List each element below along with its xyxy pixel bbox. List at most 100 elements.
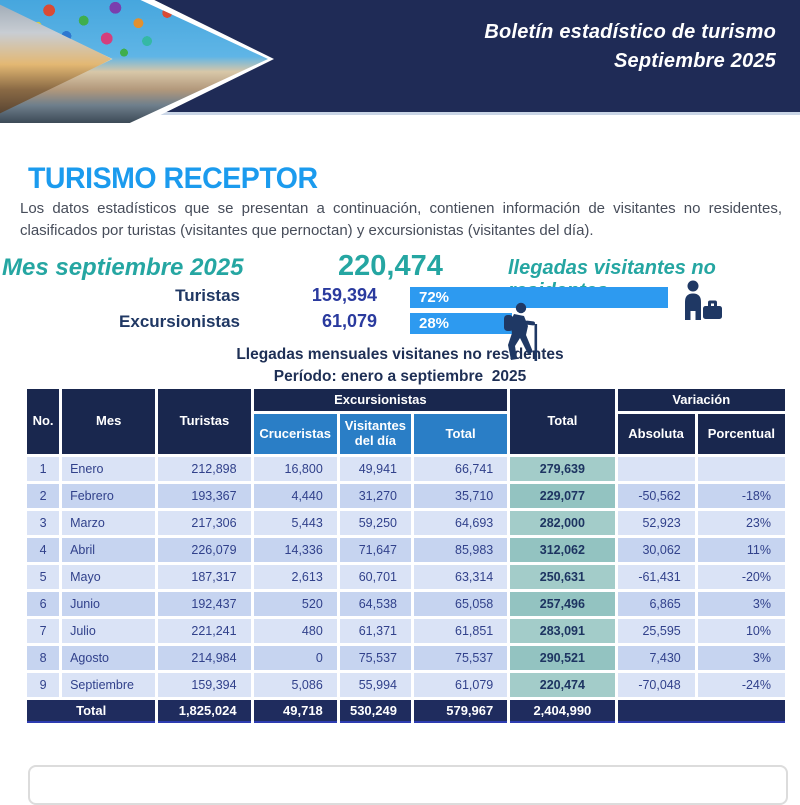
cell-absoluta: 52,923 bbox=[617, 511, 695, 535]
col-header-turistas: Turistas bbox=[158, 389, 251, 454]
cell-turistas: 221,241 bbox=[158, 619, 251, 643]
cell-visitantes-dia: 60,701 bbox=[339, 565, 411, 589]
cell-porcentual: -24% bbox=[697, 673, 785, 697]
intro-paragraph: Los datos estadísticos que se presentan … bbox=[20, 200, 782, 240]
cell-absoluta: 25,595 bbox=[617, 619, 695, 643]
table-row: 9 Septiembre 159,394 5,086 55,994 61,079… bbox=[27, 673, 785, 697]
cell-visitantes-dia: 49,941 bbox=[339, 457, 411, 481]
cell-cruceristas: 2,613 bbox=[253, 565, 337, 589]
cell-no: 7 bbox=[27, 619, 60, 643]
table-subtitle: Período: enero a septiembre 2025 bbox=[273, 368, 527, 385]
cell-absoluta: -61,431 bbox=[617, 565, 695, 589]
table-row: 6 Junio 192,437 520 64,538 65,058 257,49… bbox=[27, 592, 785, 616]
summary-stats: Mes septiembre 2025 220,474 llegadas vis… bbox=[0, 250, 800, 361]
cell-cruceristas: 520 bbox=[253, 592, 337, 616]
cell-turistas: 214,984 bbox=[158, 646, 251, 670]
cell-visitantes-dia: 55,994 bbox=[339, 673, 411, 697]
turistas-percentage-bar: 72% bbox=[410, 287, 668, 308]
cell-no: 6 bbox=[27, 592, 60, 616]
next-section-box bbox=[28, 765, 788, 805]
cell-cruceristas: 0 bbox=[253, 646, 337, 670]
cell-porcentual: -18% bbox=[697, 484, 785, 508]
col-header-cruceristas: Cruceristas bbox=[253, 414, 337, 454]
bulletin-title-line1: Boletín estadístico de turismo bbox=[484, 21, 776, 43]
cell-no: 3 bbox=[27, 511, 60, 535]
cell-total-exc: 66,741 bbox=[413, 457, 508, 481]
turistas-label: Turistas bbox=[175, 286, 240, 305]
cell-visitantes-dia: 61,371 bbox=[339, 619, 411, 643]
cell-no: 8 bbox=[27, 646, 60, 670]
total-total-exc: 579,967 bbox=[413, 700, 508, 723]
total-cruceristas: 49,718 bbox=[253, 700, 337, 723]
cell-mes: Junio bbox=[62, 592, 156, 616]
cell-total: 257,496 bbox=[510, 592, 615, 616]
cell-total-exc: 35,710 bbox=[413, 484, 508, 508]
cell-turistas: 217,306 bbox=[158, 511, 251, 535]
cell-no: 5 bbox=[27, 565, 60, 589]
cell-mes: Abril bbox=[62, 538, 156, 562]
col-header-mes: Mes bbox=[62, 389, 156, 454]
cell-absoluta: 30,062 bbox=[617, 538, 695, 562]
page-title: TURISMO RECEPTOR bbox=[28, 162, 318, 195]
cell-absoluta: -50,562 bbox=[617, 484, 695, 508]
cell-mes: Febrero bbox=[62, 484, 156, 508]
cell-mes: Septiembre bbox=[62, 673, 156, 697]
bulletin-title: Boletín estadístico de turismo Septiembr… bbox=[484, 18, 776, 76]
col-header-total-excursionistas: Total bbox=[413, 414, 508, 454]
total-row-label: Total bbox=[27, 700, 156, 723]
total-turistas: 1,825,024 bbox=[158, 700, 251, 723]
table-row: 1 Enero 212,898 16,800 49,941 66,741 279… bbox=[27, 457, 785, 481]
header-band: Boletín estadístico de turismo Septiembr… bbox=[0, 0, 800, 130]
table-row: 8 Agosto 214,984 0 75,537 75,537 290,521… bbox=[27, 646, 785, 670]
col-header-visitantes-dia: Visitantes del día bbox=[339, 414, 411, 454]
table-title: Llegadas mensuales visitanes no resident… bbox=[236, 346, 564, 363]
cell-turistas: 192,437 bbox=[158, 592, 251, 616]
cell-total: 312,062 bbox=[510, 538, 615, 562]
cell-cruceristas: 480 bbox=[253, 619, 337, 643]
cell-total: 250,631 bbox=[510, 565, 615, 589]
table-row: 5 Mayo 187,317 2,613 60,701 63,314 250,6… bbox=[27, 565, 785, 589]
cell-no: 1 bbox=[27, 457, 60, 481]
cell-total: 290,521 bbox=[510, 646, 615, 670]
month-total-value: 220,474 bbox=[338, 250, 443, 282]
cell-cruceristas: 4,440 bbox=[253, 484, 337, 508]
cell-visitantes-dia: 71,647 bbox=[339, 538, 411, 562]
cell-visitantes-dia: 64,538 bbox=[339, 592, 411, 616]
cell-cruceristas: 5,443 bbox=[253, 511, 337, 535]
cell-porcentual bbox=[697, 457, 785, 481]
cell-turistas: 212,898 bbox=[158, 457, 251, 481]
cell-mes: Agosto bbox=[62, 646, 156, 670]
monthly-arrivals-table: No. Mes Turistas Excursionistas Total Va… bbox=[24, 386, 788, 726]
cell-total-exc: 75,537 bbox=[413, 646, 508, 670]
cell-total-exc: 61,079 bbox=[413, 673, 508, 697]
col-header-absoluta: Absoluta bbox=[617, 414, 695, 454]
col-header-no: No. bbox=[27, 389, 60, 454]
cell-porcentual: 10% bbox=[697, 619, 785, 643]
excursionistas-label: Excursionistas bbox=[119, 312, 240, 331]
cell-total: 279,639 bbox=[510, 457, 615, 481]
table-total-row: Total 1,825,024 49,718 530,249 579,967 2… bbox=[27, 700, 785, 723]
cell-cruceristas: 16,800 bbox=[253, 457, 337, 481]
table-row: 3 Marzo 217,306 5,443 59,250 64,693 282,… bbox=[27, 511, 785, 535]
cell-total: 282,000 bbox=[510, 511, 615, 535]
table-row: 4 Abril 226,079 14,336 71,647 85,983 312… bbox=[27, 538, 785, 562]
cell-mes: Marzo bbox=[62, 511, 156, 535]
turistas-value: 159,394 bbox=[311, 285, 377, 305]
cell-absoluta: 7,430 bbox=[617, 646, 695, 670]
table-row: 2 Febrero 193,367 4,440 31,270 35,710 22… bbox=[27, 484, 785, 508]
cell-absoluta: -70,048 bbox=[617, 673, 695, 697]
cell-porcentual: 3% bbox=[697, 592, 785, 616]
cell-total-exc: 63,314 bbox=[413, 565, 508, 589]
table-row: 7 Julio 221,241 480 61,371 61,851 283,09… bbox=[27, 619, 785, 643]
street-umbrellas-photo-chevron bbox=[0, 0, 274, 130]
cell-cruceristas: 5,086 bbox=[253, 673, 337, 697]
cell-porcentual: 3% bbox=[697, 646, 785, 670]
cell-turistas: 226,079 bbox=[158, 538, 251, 562]
cell-no: 2 bbox=[27, 484, 60, 508]
cell-total: 229,077 bbox=[510, 484, 615, 508]
cell-visitantes-dia: 59,250 bbox=[339, 511, 411, 535]
cell-total-exc: 64,693 bbox=[413, 511, 508, 535]
cell-total-exc: 61,851 bbox=[413, 619, 508, 643]
traveler-briefcase-icon bbox=[685, 280, 722, 320]
cell-absoluta: 6,865 bbox=[617, 592, 695, 616]
